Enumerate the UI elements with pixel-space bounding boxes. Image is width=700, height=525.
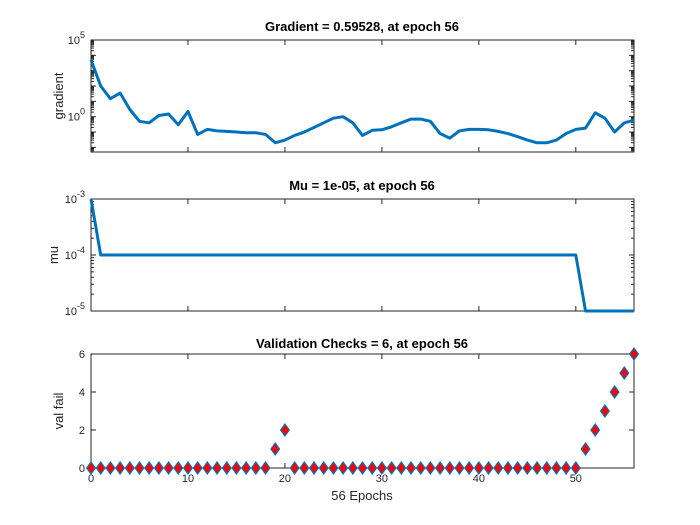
validation-point xyxy=(173,460,184,476)
validation-ticks: 0 10 20 30 40 50 0 2 4 6 xyxy=(79,349,634,485)
validation-point xyxy=(512,460,523,476)
validation-point xyxy=(493,460,504,476)
validation-point xyxy=(318,460,329,476)
gradient-line xyxy=(89,59,635,145)
validation-xtick-label: 40 xyxy=(473,473,485,485)
validation-xtick-label: 20 xyxy=(279,473,291,485)
validation-point xyxy=(396,460,407,476)
validation-point xyxy=(202,460,213,476)
validation-point xyxy=(415,460,426,476)
validation-point xyxy=(522,460,533,476)
validation-point xyxy=(367,460,378,476)
gradient-title: Gradient = 0.59528, at epoch 56 xyxy=(265,19,459,34)
mu-ytick-label: 10-4 xyxy=(65,245,85,262)
gradient-ytick-label: 100 xyxy=(68,107,85,124)
validation-point xyxy=(221,460,232,476)
validation-point xyxy=(599,403,610,419)
validation-ytick-label: 6 xyxy=(79,349,85,361)
validation-point xyxy=(357,460,368,476)
validation-point xyxy=(473,460,484,476)
validation-ylabel: val fail xyxy=(51,392,66,429)
validation-marker-group xyxy=(85,346,640,476)
validation-point xyxy=(270,441,281,457)
validation-point xyxy=(444,460,455,476)
validation-point xyxy=(328,460,339,476)
validation-xlabel: 56 Epochs xyxy=(331,488,393,503)
validation-xtick-label: 30 xyxy=(376,473,388,485)
validation-point xyxy=(231,460,242,476)
validation-point xyxy=(483,460,494,476)
mu-ylabel: mu xyxy=(46,246,61,264)
validation-point xyxy=(241,460,252,476)
validation-point xyxy=(376,460,387,476)
validation-ytick-label: 2 xyxy=(79,425,85,437)
validation-point xyxy=(289,460,300,476)
validation-point xyxy=(561,460,572,476)
validation-ytick-label: 4 xyxy=(79,387,85,399)
validation-point xyxy=(308,460,320,476)
gradient-panel: Gradient = 0.59528, at epoch 56 gradient… xyxy=(51,19,635,153)
validation-axes-box xyxy=(90,353,635,469)
validation-point xyxy=(85,460,97,476)
gradient-ytick-label: 105 xyxy=(68,30,85,47)
mu-ytick-label: 10-3 xyxy=(65,189,85,206)
validation-point xyxy=(279,422,290,438)
validation-point xyxy=(531,460,543,476)
validation-point xyxy=(609,384,620,400)
validation-xtick-label: 0 xyxy=(88,473,94,485)
validation-point xyxy=(454,460,465,476)
validation-point xyxy=(338,460,349,476)
mu-line-group xyxy=(89,198,634,313)
validation-point xyxy=(105,460,116,476)
validation-point xyxy=(541,460,552,476)
validation-point xyxy=(192,460,203,476)
validation-point xyxy=(182,460,194,476)
validation-point xyxy=(115,460,126,476)
validation-point xyxy=(405,460,417,476)
validation-point xyxy=(386,460,397,476)
validation-point xyxy=(590,422,601,438)
mu-ytick-label: 10-5 xyxy=(65,301,85,318)
validation-point xyxy=(464,460,475,476)
gradient-line-group xyxy=(89,59,635,145)
validation-panel: Validation Checks = 6, at epoch 56 val f… xyxy=(51,336,640,503)
validation-xtick-label: 10 xyxy=(182,473,194,485)
validation-point xyxy=(435,460,446,476)
mu-line xyxy=(89,198,634,313)
gradient-ylabel: gradient xyxy=(51,72,66,119)
mu-panel: Mu = 1e-05, at epoch 56 mu 10-3 10-4 10-5 xyxy=(46,178,635,318)
validation-point xyxy=(144,460,155,476)
validation-point xyxy=(551,460,562,476)
validation-point xyxy=(502,460,514,476)
validation-point xyxy=(250,460,261,476)
validation-xtick-label: 50 xyxy=(570,473,582,485)
validation-point xyxy=(153,460,164,476)
validation-point xyxy=(347,460,358,476)
validation-point xyxy=(260,460,271,476)
validation-point xyxy=(299,460,310,476)
validation-point xyxy=(628,346,640,362)
validation-point xyxy=(570,460,581,476)
validation-point xyxy=(95,460,106,476)
validation-title: Validation Checks = 6, at epoch 56 xyxy=(256,336,468,351)
validation-point xyxy=(425,460,436,476)
validation-point xyxy=(619,365,630,381)
validation-point xyxy=(211,460,223,476)
validation-ytick-label: 0 xyxy=(79,463,85,475)
validation-point xyxy=(124,460,135,476)
validation-point xyxy=(580,441,591,457)
mu-title: Mu = 1e-05, at epoch 56 xyxy=(289,178,435,193)
validation-point xyxy=(163,460,174,476)
validation-point xyxy=(134,460,145,476)
